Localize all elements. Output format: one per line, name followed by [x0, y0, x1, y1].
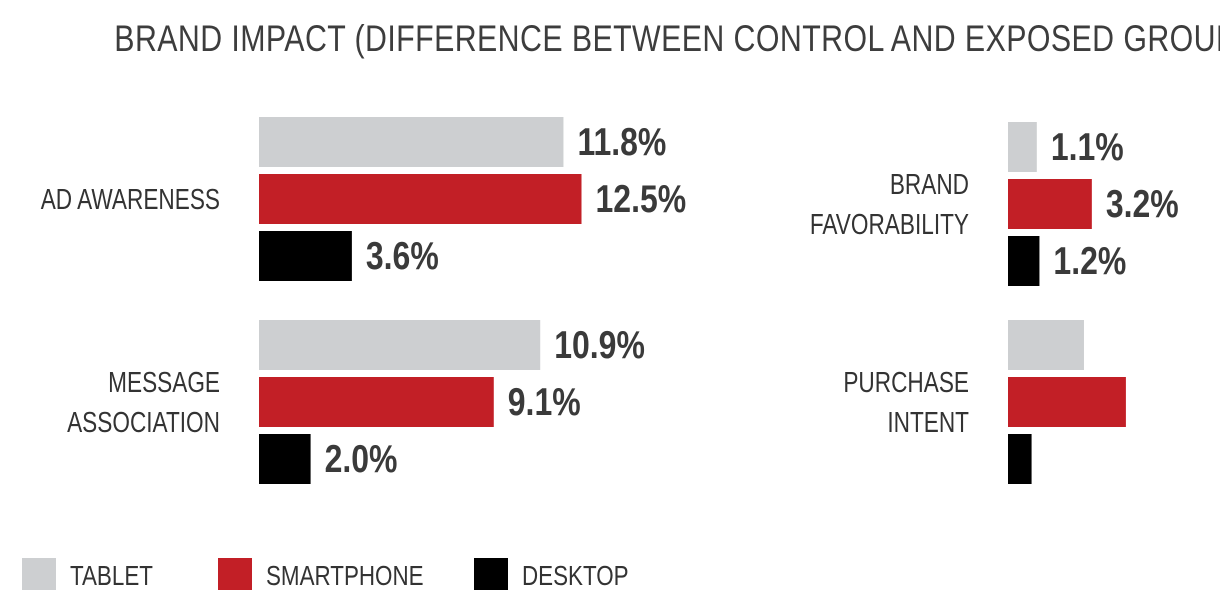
chart-title: BRAND IMPACT (DIFFERENCE BETWEEN CONTROL…	[114, 18, 1220, 59]
bar-smartphone	[1008, 179, 1092, 229]
bar-tablet	[1008, 122, 1037, 172]
category-label: INTENT	[887, 405, 969, 438]
bar-desktop	[259, 231, 352, 281]
bar-smartphone	[259, 377, 494, 427]
value-label: 3.2%	[1106, 182, 1179, 226]
category-label: ASSOCIATION	[67, 405, 220, 438]
legend-swatch-smartphone	[218, 558, 252, 590]
legend-label-tablet: TABLET	[70, 561, 153, 592]
bar-tablet	[1008, 320, 1084, 370]
legend-swatch-desktop	[474, 558, 508, 590]
value-label: 2.0%	[325, 437, 398, 481]
value-label: 1.1%	[1051, 125, 1124, 169]
value-label: 9.1%	[508, 380, 581, 424]
legend-label-smartphone: SMARTPHONE	[266, 561, 424, 592]
bar-desktop	[259, 434, 311, 484]
legend-swatch-tablet	[22, 558, 56, 590]
value-label: 12.5%	[596, 177, 687, 221]
bar-tablet	[259, 320, 541, 370]
category-label: FAVORABILITY	[810, 207, 969, 240]
value-label: 11.8%	[577, 120, 666, 164]
bar-tablet	[259, 117, 564, 167]
category-label: PURCHASE	[843, 365, 969, 398]
value-label: 3.6%	[366, 234, 439, 278]
bar-desktop	[1008, 434, 1032, 484]
category-label: AD AWARENESS	[41, 182, 220, 215]
bar-desktop	[1008, 236, 1040, 286]
bar-smartphone	[259, 174, 582, 224]
value-label: 10.9%	[554, 323, 645, 367]
category-label: BRAND	[890, 167, 969, 200]
bar-smartphone	[1008, 377, 1126, 427]
legend-label-desktop: DESKTOP	[522, 561, 629, 592]
value-label: 1.2%	[1053, 239, 1126, 283]
category-label: MESSAGE	[108, 365, 220, 398]
